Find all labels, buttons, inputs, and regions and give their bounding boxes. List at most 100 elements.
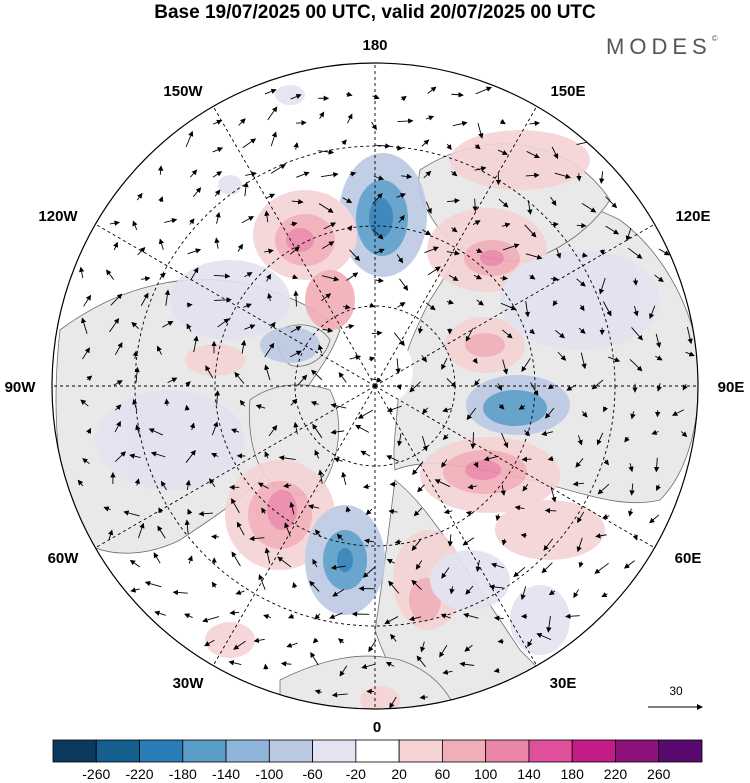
wind-vector (361, 663, 375, 670)
wind-vector (268, 425, 278, 437)
wind-vector (566, 384, 577, 391)
wind-vector (555, 330, 565, 339)
wind-vector (291, 198, 304, 205)
wind-vector (244, 272, 253, 278)
wind-vector (653, 457, 660, 473)
wind-vector (369, 302, 376, 308)
wind-vector (322, 327, 334, 333)
wind-vector (502, 359, 509, 375)
wind-vector (399, 278, 409, 291)
wind-vector (204, 639, 215, 647)
lon-label-60w: 60W (48, 550, 80, 567)
wind-vector (629, 358, 643, 372)
wind-vector (384, 616, 399, 624)
wind-vector (465, 510, 473, 517)
colorbar-swatch (485, 739, 530, 763)
wind-vector (318, 469, 324, 484)
wind-vector (158, 238, 165, 250)
wind-vector (329, 612, 343, 619)
wind-vector (424, 246, 439, 254)
wind-vector (446, 143, 452, 151)
wind-vector (551, 146, 559, 160)
wind-vector (265, 273, 272, 282)
reference-vector-label: 30 (669, 684, 683, 698)
wind-vector (459, 661, 475, 667)
wind-vector (524, 301, 530, 318)
wind-vector (338, 372, 347, 383)
wind-vector (633, 305, 639, 317)
wind-vector (573, 589, 579, 599)
wind-vector (400, 95, 407, 102)
wind-vector (211, 452, 219, 458)
wind-vector (209, 478, 216, 488)
wind-vector (490, 562, 505, 569)
wind-vector (296, 120, 307, 126)
wind-vector (241, 216, 255, 224)
wind-vector (238, 118, 246, 126)
wind-vector (107, 529, 114, 540)
wind-vector (167, 377, 178, 384)
wind-vector (523, 429, 531, 437)
wind-vector (337, 638, 345, 644)
wind-vector (110, 293, 123, 306)
wind-vector (132, 220, 138, 230)
wind-vector (422, 407, 429, 415)
wind-vector (425, 302, 436, 311)
wind-vector (425, 115, 435, 121)
wind-vector (292, 274, 299, 280)
map-disk (52, 63, 698, 709)
wind-vector (184, 404, 190, 411)
wind-vector (330, 403, 347, 409)
wind-vector (187, 248, 202, 255)
wind-vector (595, 533, 607, 539)
colorbar-swatch (528, 739, 573, 763)
wind-vector (544, 507, 557, 514)
wind-vector (184, 519, 190, 535)
wind-vector (465, 328, 474, 342)
wind-vector (321, 293, 332, 302)
wind-vector (346, 225, 353, 232)
wind-vector (319, 111, 325, 119)
wind-vector (264, 210, 270, 223)
wind-vector (134, 478, 140, 486)
wind-vector (240, 339, 247, 354)
wind-vector (439, 645, 448, 658)
wind-vector (630, 411, 636, 420)
wind-vector (362, 483, 371, 490)
wind-vector (237, 243, 243, 252)
wind-vector (572, 481, 584, 487)
wind-vector (467, 484, 477, 490)
wind-vector (211, 581, 218, 588)
wind-vector (654, 274, 664, 283)
wind-vector (386, 455, 400, 462)
wind-vector (317, 344, 324, 354)
wind-vector (342, 197, 353, 203)
wind-vector (417, 326, 424, 335)
wind-vector (385, 661, 395, 667)
wind-vector (580, 352, 587, 370)
wind-vector (527, 200, 533, 215)
wind-vector (365, 508, 373, 515)
wind-vector (393, 332, 405, 347)
anomaly-negative-3-inner (337, 548, 353, 572)
wind-vector (599, 171, 605, 184)
wind-vector (370, 377, 383, 383)
wind-vector (388, 508, 398, 515)
wind-vector (236, 521, 245, 536)
wind-vector (132, 398, 138, 411)
anomaly-negative-9 (510, 585, 570, 655)
latitude-circle-70 (214, 225, 536, 547)
wind-vector (529, 274, 536, 280)
wind-vector (339, 665, 348, 677)
wind-vector (397, 302, 406, 308)
wind-vector (372, 193, 383, 205)
wind-vector (475, 86, 492, 95)
wind-vector (525, 172, 540, 179)
wind-vector (321, 172, 339, 178)
wind-vector (157, 165, 164, 175)
wind-vector (113, 241, 119, 251)
wind-vector (686, 326, 693, 345)
wind-vector (411, 538, 422, 551)
colorbar-tick-label: 20 (391, 766, 407, 782)
wind-vector (651, 429, 659, 435)
